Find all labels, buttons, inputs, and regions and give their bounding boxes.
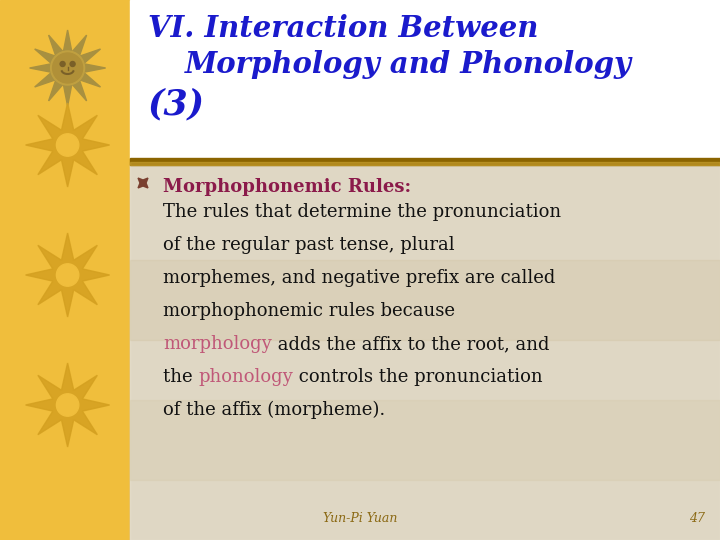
- Text: phonology: phonology: [199, 368, 293, 386]
- Polygon shape: [63, 30, 72, 68]
- Polygon shape: [138, 178, 148, 188]
- Polygon shape: [26, 233, 109, 317]
- Circle shape: [60, 62, 65, 66]
- Circle shape: [53, 53, 83, 83]
- Polygon shape: [30, 64, 68, 72]
- Bar: [0, 0, 130, 540]
- Polygon shape: [35, 68, 68, 87]
- Polygon shape: [68, 68, 86, 101]
- Bar: [130, 165, 720, 540]
- Circle shape: [56, 134, 78, 156]
- Text: (3): (3): [148, 87, 205, 121]
- Text: of the regular past tense, plural: of the regular past tense, plural: [163, 236, 454, 254]
- Polygon shape: [68, 35, 86, 68]
- Text: morphophonemic rules because: morphophonemic rules because: [163, 302, 455, 320]
- Polygon shape: [63, 68, 72, 106]
- Circle shape: [50, 51, 85, 85]
- Text: of the affix (morpheme).: of the affix (morpheme).: [163, 401, 385, 419]
- Circle shape: [56, 264, 78, 286]
- Bar: [130, 162, 720, 165]
- Polygon shape: [68, 68, 101, 87]
- Bar: [130, 400, 720, 480]
- Circle shape: [70, 62, 75, 66]
- Polygon shape: [26, 103, 109, 187]
- Bar: [130, 0, 720, 158]
- Text: controls the pronunciation: controls the pronunciation: [293, 368, 543, 386]
- Circle shape: [56, 394, 78, 416]
- Bar: [130, 260, 720, 340]
- Polygon shape: [68, 64, 106, 72]
- Text: VI. Interaction Between: VI. Interaction Between: [148, 14, 539, 43]
- Text: morphology: morphology: [163, 335, 271, 353]
- Bar: [130, 165, 720, 540]
- Polygon shape: [35, 49, 68, 68]
- Text: The rules that determine the pronunciation: The rules that determine the pronunciati…: [163, 203, 561, 221]
- Polygon shape: [49, 35, 68, 68]
- Polygon shape: [68, 49, 101, 68]
- Text: the: the: [163, 368, 199, 386]
- Text: Yun-Pi Yuan: Yun-Pi Yuan: [323, 512, 397, 525]
- Text: morphemes, and negative prefix are called: morphemes, and negative prefix are calle…: [163, 269, 555, 287]
- Bar: [130, 158, 720, 165]
- Text: adds the affix to the root, and: adds the affix to the root, and: [271, 335, 549, 353]
- Polygon shape: [26, 363, 109, 447]
- Text: Morphophonemic Rules:: Morphophonemic Rules:: [163, 178, 411, 196]
- Text: 47: 47: [689, 512, 705, 525]
- Text: Morphology and Phonology: Morphology and Phonology: [185, 50, 632, 79]
- Polygon shape: [48, 68, 68, 101]
